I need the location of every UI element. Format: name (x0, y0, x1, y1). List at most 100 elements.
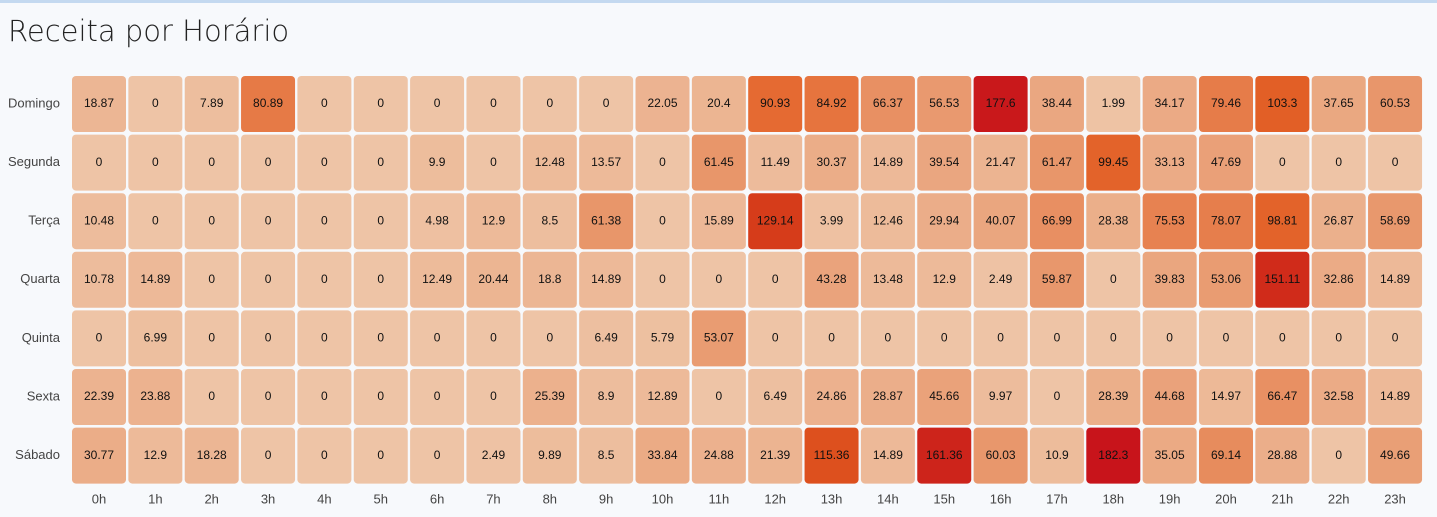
heatmap-cell[interactable]: 0 (1142, 310, 1197, 367)
heatmap-cell[interactable]: 23.88 (128, 369, 183, 425)
heatmap-cell[interactable]: 9.9 (410, 134, 465, 191)
heatmap-cell[interactable]: 12.89 (635, 369, 690, 425)
heatmap-cell[interactable]: 103.3 (1255, 76, 1310, 132)
heatmap-cell[interactable]: 47.69 (1199, 134, 1253, 191)
heatmap-cell[interactable]: 28.38 (1086, 193, 1141, 250)
heatmap-cell[interactable]: 14.89 (128, 251, 183, 308)
heatmap-cell[interactable]: 8.5 (522, 193, 577, 250)
heatmap-cell[interactable]: 14.89 (579, 251, 634, 308)
heatmap-cell[interactable]: 0 (691, 251, 746, 308)
heatmap-cell[interactable]: 0 (1029, 369, 1084, 425)
heatmap-cell[interactable]: 12.46 (860, 193, 915, 250)
heatmap-cell[interactable]: 0 (466, 76, 521, 132)
heatmap-cell[interactable]: 20.4 (691, 76, 746, 132)
heatmap-cell[interactable]: 0 (691, 369, 746, 425)
heatmap-cell[interactable]: 0 (353, 310, 408, 367)
heatmap-cell[interactable]: 0 (973, 310, 1028, 367)
heatmap-cell[interactable]: 0 (353, 134, 408, 191)
heatmap-cell[interactable]: 78.07 (1199, 193, 1253, 250)
heatmap-cell[interactable]: 66.99 (1029, 193, 1084, 250)
heatmap-cell[interactable]: 8.5 (579, 427, 634, 484)
heatmap-cell[interactable]: 0 (128, 134, 183, 191)
heatmap-cell[interactable]: 0 (184, 310, 239, 367)
heatmap-cell[interactable]: 12.9 (466, 193, 521, 250)
heatmap-cell[interactable]: 99.45 (1086, 134, 1141, 191)
heatmap-cell[interactable]: 39.54 (917, 134, 972, 191)
heatmap-cell[interactable]: 0 (241, 369, 296, 425)
heatmap-cell[interactable]: 40.07 (973, 193, 1028, 250)
heatmap-cell[interactable]: 56.53 (917, 76, 972, 132)
heatmap-cell[interactable]: 18.87 (72, 76, 126, 132)
heatmap-cell[interactable]: 0 (297, 369, 352, 425)
heatmap-cell[interactable]: 30.77 (72, 427, 126, 484)
heatmap-cell[interactable]: 66.37 (860, 76, 915, 132)
heatmap-cell[interactable]: 177.6 (973, 76, 1028, 132)
heatmap-cell[interactable]: 12.48 (522, 134, 577, 191)
heatmap-cell[interactable]: 0 (1255, 134, 1310, 191)
heatmap-cell[interactable]: 0 (410, 310, 465, 367)
heatmap-cell[interactable]: 33.84 (635, 427, 690, 484)
heatmap-cell[interactable]: 0 (522, 310, 577, 367)
heatmap-cell[interactable]: 0 (1311, 310, 1366, 367)
heatmap-cell[interactable]: 0 (241, 427, 296, 484)
heatmap-cell[interactable]: 0 (1255, 310, 1310, 367)
heatmap-cell[interactable]: 161.36 (917, 427, 972, 484)
heatmap-cell[interactable]: 11.49 (748, 134, 803, 191)
heatmap-cell[interactable]: 44.68 (1142, 369, 1197, 425)
heatmap-cell[interactable]: 22.39 (72, 369, 126, 425)
heatmap-cell[interactable]: 0 (410, 76, 465, 132)
heatmap-cell[interactable]: 84.92 (804, 76, 859, 132)
heatmap-cell[interactable]: 14.89 (1368, 251, 1423, 308)
heatmap-cell[interactable]: 32.58 (1311, 369, 1366, 425)
heatmap-cell[interactable]: 10.78 (72, 251, 126, 308)
heatmap-cell[interactable]: 0 (184, 369, 239, 425)
heatmap-cell[interactable]: 10.9 (1029, 427, 1084, 484)
heatmap-cell[interactable]: 1.99 (1086, 76, 1141, 132)
heatmap-cell[interactable]: 2.49 (466, 427, 521, 484)
heatmap-cell[interactable]: 0 (1029, 310, 1084, 367)
heatmap-cell[interactable]: 18.8 (522, 251, 577, 308)
heatmap-cell[interactable]: 0 (353, 369, 408, 425)
heatmap-cell[interactable]: 13.57 (579, 134, 634, 191)
heatmap-cell[interactable]: 60.03 (973, 427, 1028, 484)
heatmap-cell[interactable]: 25.39 (522, 369, 577, 425)
heatmap-cell[interactable]: 61.47 (1029, 134, 1084, 191)
heatmap-cell[interactable]: 9.97 (973, 369, 1028, 425)
heatmap-cell[interactable]: 79.46 (1199, 76, 1253, 132)
heatmap-cell[interactable]: 0 (297, 193, 352, 250)
heatmap-cell[interactable]: 0 (466, 310, 521, 367)
heatmap-cell[interactable]: 0 (466, 369, 521, 425)
heatmap-cell[interactable]: 80.89 (241, 76, 296, 132)
heatmap-cell[interactable]: 37.65 (1311, 76, 1366, 132)
heatmap-cell[interactable]: 0 (72, 310, 126, 367)
heatmap-cell[interactable]: 0 (635, 193, 690, 250)
heatmap-cell[interactable]: 7.89 (184, 76, 239, 132)
heatmap-cell[interactable]: 61.45 (691, 134, 746, 191)
heatmap-cell[interactable]: 129.14 (748, 193, 803, 250)
heatmap-cell[interactable]: 21.39 (748, 427, 803, 484)
heatmap-cell[interactable]: 98.81 (1255, 193, 1310, 250)
heatmap-cell[interactable]: 151.11 (1255, 251, 1310, 308)
heatmap-cell[interactable]: 14.89 (1368, 369, 1423, 425)
heatmap-cell[interactable]: 0 (1368, 134, 1423, 191)
heatmap-cell[interactable]: 3.99 (804, 193, 859, 250)
heatmap-cell[interactable]: 0 (241, 310, 296, 367)
heatmap-cell[interactable]: 0 (353, 76, 408, 132)
heatmap-cell[interactable]: 6.49 (579, 310, 634, 367)
heatmap-cell[interactable]: 0 (635, 134, 690, 191)
heatmap-cell[interactable]: 6.99 (128, 310, 183, 367)
heatmap-cell[interactable]: 0 (917, 310, 972, 367)
heatmap-cell[interactable]: 53.06 (1199, 251, 1253, 308)
heatmap-cell[interactable]: 5.79 (635, 310, 690, 367)
heatmap-cell[interactable]: 182.3 (1086, 427, 1141, 484)
heatmap-cell[interactable]: 8.9 (579, 369, 634, 425)
heatmap-cell[interactable]: 21.47 (973, 134, 1028, 191)
heatmap-cell[interactable]: 90.93 (748, 76, 803, 132)
heatmap-cell[interactable]: 22.05 (635, 76, 690, 132)
heatmap-cell[interactable]: 29.94 (917, 193, 972, 250)
heatmap-cell[interactable]: 0 (297, 251, 352, 308)
heatmap-cell[interactable]: 69.14 (1199, 427, 1253, 484)
heatmap-cell[interactable]: 0 (860, 310, 915, 367)
heatmap-cell[interactable]: 0 (184, 251, 239, 308)
heatmap-cell[interactable]: 75.53 (1142, 193, 1197, 250)
